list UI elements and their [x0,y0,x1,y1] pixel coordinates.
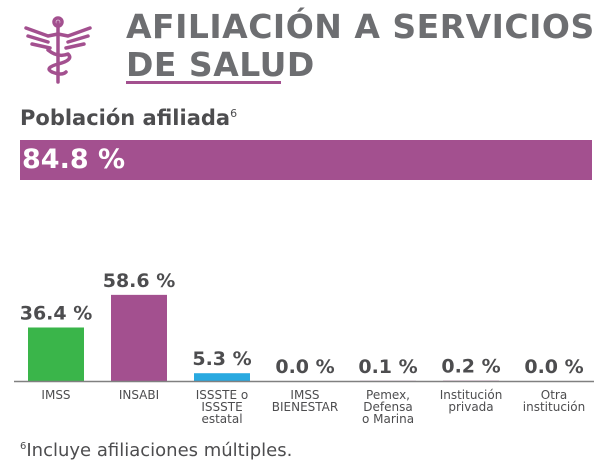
bar-value-label-2: 5.3 % [192,348,251,370]
footnote-mark: 6 [20,441,27,452]
bar-value-label-3: 0.0 % [275,356,334,378]
footnote-text: Incluye afiliaciones múltiples. [26,440,293,461]
category-label-3: IMSS BIENESTAR [272,388,338,414]
bar-2 [194,373,250,381]
title-underline [126,81,281,84]
bar-value-label-4: 0.1 % [358,356,417,378]
bar-value-label-5: 0.2 % [441,356,500,378]
category-label-5: Institución privada [440,388,503,414]
category-label-0: IMSS [41,388,70,402]
total-percentage-bar [20,140,592,180]
bar-value-label-0: 36.4 % [20,302,93,324]
category-label-1: INSABI [119,388,159,402]
subtitle-footnote-mark: 6 [230,107,238,120]
category-label-2: ISSSTE o ISSSTE estatal [196,388,248,426]
title-line-1: AFILIACIÓN A SERVICIOS [126,7,595,46]
title-line-2: DE SALUD [126,45,315,84]
category-label-4: Pemex, Defensa o Marina [362,388,414,426]
bar-value-label-1: 58.6 % [103,270,176,292]
bar-0 [28,327,84,381]
bar-1 [111,294,167,381]
footnote: 6Incluye afiliaciones múltiples. [20,440,292,461]
subtitle-text: Población afiliada [20,106,231,130]
bar-chart: 36.4 % IMSS 58.6 % INSABI 5.3 % ISSSTE o ISSST… [14,270,594,426]
bar-value-label-6: 0.0 % [524,356,583,378]
category-label-6: Otra institución [523,388,585,414]
total-percentage-value: 84.8 % [22,144,126,175]
page-title: AFILIACIÓN A SERVICIOS DE SALUD [126,8,595,84]
section-subtitle: Población afiliada6 [20,106,237,130]
caduceus-icon [18,14,98,86]
